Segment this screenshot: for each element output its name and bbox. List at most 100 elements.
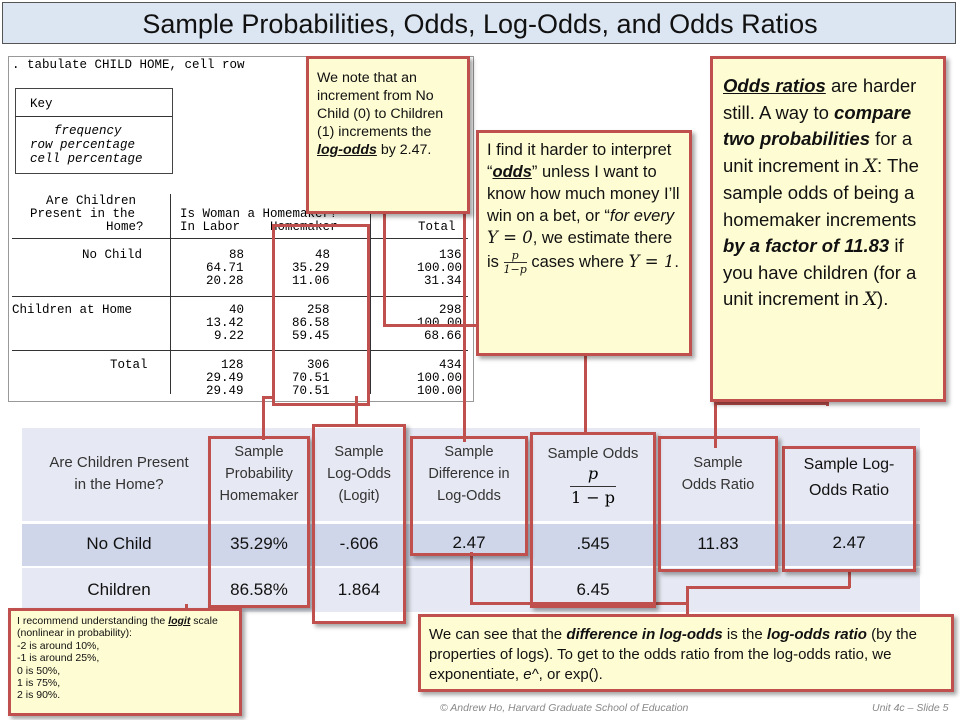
logodds-note-emph: log-odds: [317, 142, 377, 158]
header-prob-line-3: Homemaker: [219, 488, 299, 504]
odds-note-for-every: for every: [609, 207, 675, 225]
header-diff-line-2: Difference in: [428, 466, 510, 482]
column-prob-box: [208, 436, 310, 608]
row-label: Children: [87, 580, 151, 599]
column-diff-box: [410, 436, 528, 556]
stata-key-line-1: frequency: [54, 124, 122, 138]
cell-logodds: -.606: [339, 534, 379, 553]
ratio-note-text: for a unit increment in: [723, 128, 913, 176]
ratio-note-text: are harder still. A way to: [723, 75, 917, 123]
header-logodds: Sample Log-Odds (Logit): [312, 441, 406, 507]
stata-rowvar-line-1: Are Children: [46, 194, 137, 208]
cell-odds: 6.45: [576, 580, 610, 599]
stata-key-title: Key: [30, 97, 53, 111]
key-divider: [15, 116, 172, 117]
stata-cell: 298: [439, 303, 462, 317]
stata-hsep-3: [12, 350, 468, 351]
header-diff: Sample Difference in Log-Odds: [410, 441, 528, 507]
ratio-note-math: X: [863, 289, 878, 310]
cell-logodds: 1.864: [337, 580, 381, 599]
bottom-note-emph: log-odds ratio: [766, 626, 867, 643]
stata-hsep-1: [12, 238, 468, 239]
odds-note-math: Y = 1: [628, 251, 675, 271]
stata-cell: 100.00: [417, 316, 463, 330]
header-odds-frac-den: 1 − p: [571, 488, 615, 507]
note-logodds-text: We note that an increment from No Child …: [317, 70, 444, 158]
connector-line: [826, 402, 829, 406]
bottom-note-text: , or exp().: [538, 666, 603, 683]
logit-note-line: -1 is around 25%,: [17, 652, 100, 665]
stata-cell: 29.49: [206, 371, 244, 385]
stata-cell: 9.22: [214, 329, 245, 343]
connector-line: [714, 402, 717, 448]
note-log-odds-ratio: We can see that the difference in log-od…: [418, 614, 954, 692]
stata-cell: 86.58: [292, 316, 330, 330]
stata-key-line-2: row percentage: [30, 138, 136, 152]
odds-note-text: ” unless I want to know how much money I…: [487, 163, 680, 225]
odds-note-frac-den: 1−p: [503, 263, 527, 276]
header-present: Are Children Present in the Home?: [24, 452, 214, 496]
logit-note-text: scale (nonlinear in probability):: [17, 615, 218, 640]
stata-cell: 434: [439, 358, 462, 372]
stata-cell: 31.34: [424, 274, 462, 288]
logit-note-line: 0 is 50%,: [17, 664, 61, 677]
header-diff-line-1: Sample: [444, 444, 494, 460]
note-logit-scale: I recommend understanding the logit scal…: [8, 608, 242, 716]
bottom-note-emph: difference in log-odds: [566, 626, 723, 643]
bottom-note-text: We can see that the: [429, 626, 567, 643]
stata-row-label: Children at Home: [12, 303, 133, 317]
note-odds-ratios: Odds ratios are harder still. A way to c…: [710, 56, 946, 402]
ratio-note-emph: by a factor of 11.83: [723, 235, 890, 256]
header-prob: Sample Probability Homemaker: [208, 441, 310, 507]
stata-cell: 258: [307, 303, 330, 317]
stata-cell: 29.49: [206, 384, 244, 398]
logit-note-line: -2 is around 10%,: [17, 639, 100, 652]
slide-title: Sample Probabilities, Odds, Log-Odds, an…: [142, 9, 818, 39]
cell-diff: 2.47: [452, 533, 486, 552]
connector-line: [383, 324, 479, 327]
column-oddsratio-box: [658, 436, 778, 572]
stata-cell: 100.00: [417, 261, 463, 275]
stata-cell: 13.42: [206, 316, 244, 330]
connector-line: [714, 402, 828, 405]
table-header-row: [22, 428, 920, 524]
stata-vsep-right: [370, 194, 371, 394]
connector-line: [848, 572, 851, 588]
stata-cell: 20.28: [206, 274, 244, 288]
header-oddsratio-line-1: Sample: [693, 455, 743, 471]
stata-cell: 136: [439, 248, 462, 262]
stata-cell: 11.06: [292, 274, 330, 288]
column-logodds-box: [312, 424, 406, 624]
column-logoddsratio-box: [782, 446, 916, 572]
odds-note-text: cases where: [531, 252, 625, 271]
ratio-note-math: X: [863, 155, 878, 177]
stata-cell: 70.51: [292, 384, 330, 398]
cell-odds: .545: [576, 534, 610, 553]
footer-slide-number: Unit 4c – Slide 5: [872, 702, 949, 714]
stata-hsep-2: [12, 296, 468, 297]
stata-cell: 100.00: [417, 384, 463, 398]
connector-line: [470, 552, 473, 604]
header-odds-frac-num: p: [587, 464, 599, 483]
header-logoddsratio: Sample Log- Odds Ratio: [782, 452, 916, 504]
connector-line: [262, 396, 274, 399]
stata-cell: 128: [221, 358, 244, 372]
header-logoddsratio-line-2: Odds Ratio: [808, 482, 890, 499]
column-odds-box: [530, 432, 656, 608]
stata-cell: 100.00: [417, 371, 463, 385]
cell-logoddsratio: 2.47: [832, 533, 866, 552]
stata-cell: 48: [315, 248, 331, 262]
row-label: No Child: [86, 534, 152, 553]
header-logodds-line-1: Sample: [334, 444, 384, 460]
header-prob-line-2: Probability: [225, 466, 293, 482]
odds-note-fraction: p 1−p: [503, 249, 527, 276]
header-odds-frac-bar: [570, 486, 616, 487]
odds-note-math: Y = 0: [487, 228, 533, 247]
note-logodds-increment: We note that an increment from No Child …: [306, 56, 470, 214]
stata-rowvar-line-2: Present in the: [30, 207, 136, 221]
ratio-note-emph: compare two probabilities: [723, 101, 912, 150]
header-logodds-line-3: (Logit): [338, 488, 380, 504]
note-odds-interpretation: I find it harder to interpret “odds” unl…: [476, 130, 692, 356]
header-logoddsratio-line-1: Sample Log-: [803, 456, 895, 473]
odds-note-emph: odds: [492, 163, 532, 181]
